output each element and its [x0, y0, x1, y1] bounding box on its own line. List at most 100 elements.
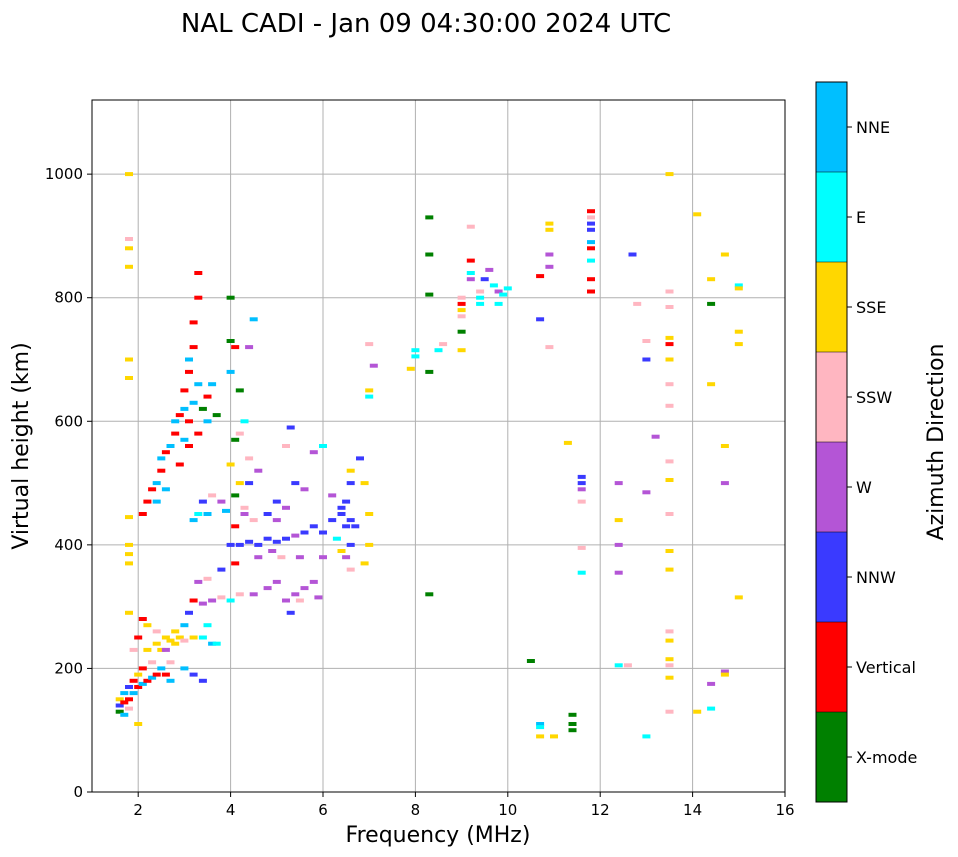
- data-point: [545, 227, 554, 232]
- data-point: [425, 592, 434, 597]
- data-point: [360, 561, 369, 566]
- data-point: [351, 524, 360, 529]
- data-point: [614, 481, 623, 486]
- data-point: [291, 481, 300, 486]
- data-point: [175, 413, 184, 418]
- x-axis: 2 4 6 8 10 12 14 16: [133, 792, 795, 819]
- data-point: [425, 292, 434, 297]
- x-tick-label: 6: [318, 801, 328, 819]
- data-point: [577, 499, 586, 504]
- data-point: [425, 252, 434, 257]
- data-point: [185, 357, 193, 362]
- data-point: [222, 508, 230, 513]
- data-point: [476, 301, 485, 306]
- data-point: [651, 434, 660, 439]
- data-point: [240, 505, 249, 510]
- colorbar-label: NNW: [856, 568, 896, 587]
- data-point: [536, 317, 545, 322]
- data-point: [342, 524, 351, 529]
- data-point: [125, 552, 133, 557]
- data-point: [203, 576, 212, 581]
- data-point: [226, 598, 235, 603]
- data-point: [226, 542, 235, 547]
- colorbar-title: Azimuth Direction: [924, 343, 949, 540]
- data-point: [277, 555, 286, 560]
- data-point: [328, 518, 337, 523]
- data-point: [282, 444, 290, 448]
- data-point: [356, 456, 364, 461]
- data-point: [189, 635, 198, 640]
- data-point: [120, 700, 129, 705]
- data-point: [240, 512, 249, 516]
- data-point: [185, 610, 193, 615]
- data-point: [577, 474, 586, 479]
- data-point: [235, 542, 244, 547]
- data-point: [189, 598, 198, 603]
- data-point: [319, 530, 327, 535]
- data-point: [125, 172, 133, 177]
- data-point: [319, 444, 327, 448]
- data-point: [125, 561, 133, 566]
- data-point: [587, 258, 595, 263]
- colorbar-swatch: [816, 532, 847, 622]
- data-point: [568, 722, 577, 726]
- data-point: [282, 536, 290, 541]
- data-point: [166, 660, 175, 665]
- data-point: [300, 487, 309, 492]
- data-point: [536, 734, 545, 739]
- chart-title: NAL CADI - Jan 09 04:30:00 2024 UTC: [181, 9, 671, 39]
- data-point: [665, 357, 674, 362]
- data-point: [665, 663, 674, 668]
- data-point: [152, 499, 161, 504]
- data-point: [231, 524, 240, 529]
- data-point: [249, 317, 258, 322]
- data-point: [665, 382, 674, 387]
- data-point: [489, 283, 498, 288]
- data-point: [171, 629, 180, 634]
- data-point: [457, 295, 466, 300]
- data-point: [129, 647, 138, 652]
- data-point: [138, 666, 147, 671]
- y-tick-label: 400: [54, 536, 83, 554]
- data-point: [665, 657, 674, 662]
- data-point: [425, 215, 434, 220]
- data-point: [203, 419, 212, 424]
- data-point: [309, 579, 318, 584]
- data-point: [365, 512, 374, 516]
- x-tick-label: 10: [498, 801, 517, 819]
- data-point: [249, 592, 258, 597]
- data-point: [226, 339, 235, 343]
- data-point: [240, 419, 249, 424]
- data-point: [665, 675, 674, 680]
- data-point: [152, 481, 161, 486]
- data-point: [143, 678, 152, 683]
- data-point: [720, 481, 729, 486]
- data-point: [665, 289, 674, 294]
- data-point: [365, 542, 374, 547]
- data-point: [457, 348, 466, 353]
- data-point: [180, 388, 189, 393]
- data-point: [217, 499, 226, 504]
- data-point: [587, 289, 595, 294]
- data-point: [125, 610, 133, 615]
- data-point: [235, 431, 244, 436]
- data-point: [161, 450, 170, 455]
- data-point: [185, 444, 193, 448]
- data-point: [272, 499, 281, 504]
- data-point: [125, 706, 133, 711]
- data-point: [194, 431, 203, 436]
- data-point: [665, 709, 674, 714]
- data-point: [332, 536, 341, 541]
- data-point: [161, 487, 170, 492]
- data-point: [665, 478, 674, 482]
- data-point: [208, 382, 217, 387]
- data-point: [337, 505, 346, 510]
- data-point: [587, 246, 595, 251]
- data-point: [157, 666, 166, 671]
- data-point: [134, 635, 143, 640]
- data-point: [665, 512, 674, 516]
- data-point: [693, 709, 702, 714]
- data-point: [175, 635, 184, 640]
- data-point: [633, 301, 642, 306]
- data-point: [550, 734, 558, 739]
